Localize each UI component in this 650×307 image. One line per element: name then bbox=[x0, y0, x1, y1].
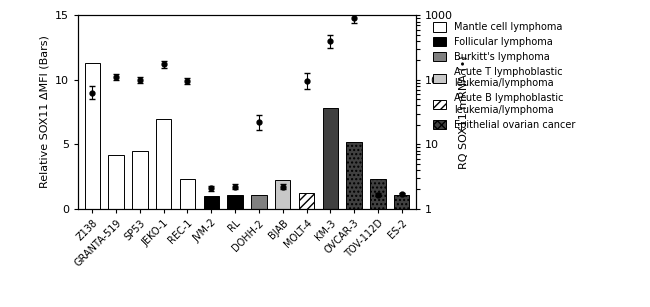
Bar bbox=[109, 155, 124, 209]
Y-axis label: Relative SOX11 ΔMFI (Bars): Relative SOX11 ΔMFI (Bars) bbox=[40, 36, 49, 188]
Bar bbox=[394, 195, 410, 209]
Y-axis label: RQ SOX11 mRNA (•): RQ SOX11 mRNA (•) bbox=[459, 55, 469, 169]
Bar bbox=[275, 181, 291, 209]
Bar bbox=[346, 142, 362, 209]
Bar bbox=[370, 179, 385, 209]
Bar bbox=[251, 195, 266, 209]
Bar bbox=[322, 108, 338, 209]
Bar bbox=[299, 193, 314, 209]
Bar bbox=[180, 179, 195, 209]
Bar bbox=[203, 196, 219, 209]
Legend: Mantle cell lymphoma, Follicular lymphoma, Burkitt's lymphoma, Acute T lymphobla: Mantle cell lymphoma, Follicular lymphom… bbox=[430, 20, 577, 132]
Bar bbox=[84, 63, 100, 209]
Bar bbox=[227, 195, 243, 209]
Bar bbox=[156, 119, 172, 209]
Bar bbox=[132, 151, 148, 209]
